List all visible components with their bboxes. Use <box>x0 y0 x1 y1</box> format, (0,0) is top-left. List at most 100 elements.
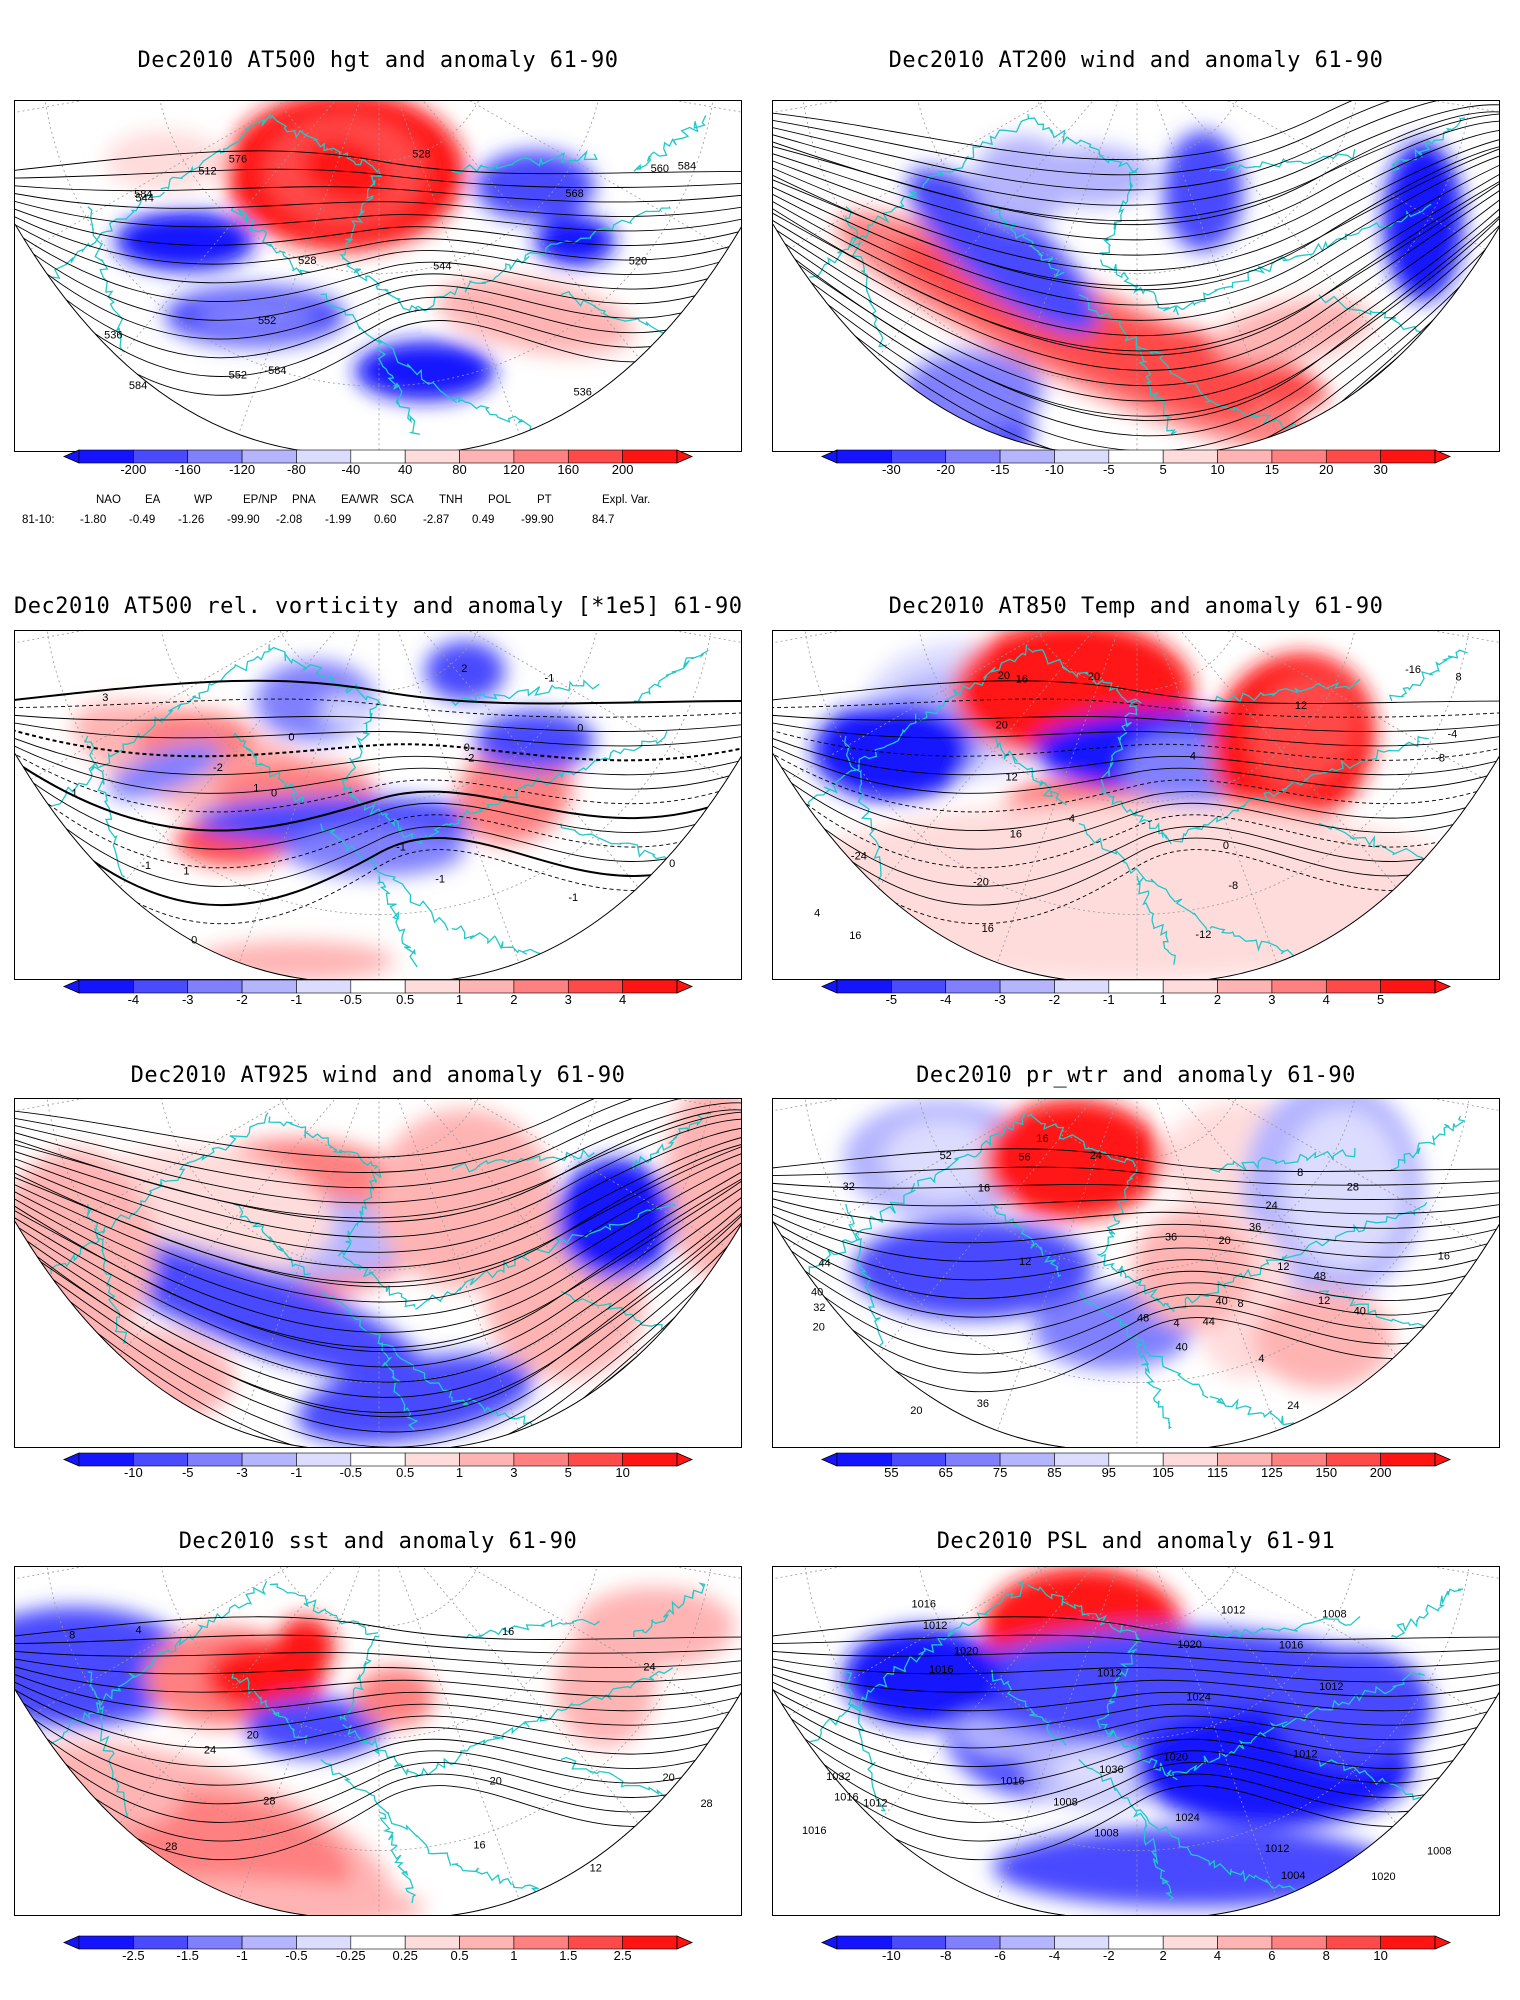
contour-line <box>15 198 741 232</box>
contour-line <box>15 1145 741 1333</box>
contour-label: 536 <box>104 330 122 342</box>
colorbar-tick-label: 115 <box>1207 1465 1228 1480</box>
contour-line <box>773 1690 1499 1768</box>
colorbar-arrow-right <box>1434 449 1452 464</box>
map-canvas <box>15 1099 741 1447</box>
colorbar-tick-label: -0.5 <box>285 1948 308 1963</box>
colorbar-arrow-left <box>62 979 80 994</box>
anomaly-region <box>275 1617 335 1677</box>
colorbar-segment <box>513 1452 569 1467</box>
tele-header: EA <box>145 494 161 506</box>
colorbar-tick-label: 2.5 <box>613 1948 632 1963</box>
colorbar-tick-label: 1 <box>455 1465 464 1480</box>
domain-edge <box>773 1221 1499 1447</box>
coastlines <box>808 1112 1467 1434</box>
contour-label: 4 <box>136 1624 142 1636</box>
contour-line <box>773 101 1499 176</box>
map-canvas: -24-12-20-16-8-4-8-404812161612201620420… <box>773 631 1499 979</box>
contour-label: -16 <box>1405 664 1421 676</box>
contour-line <box>773 166 1499 402</box>
contour-label: 36 <box>1165 1232 1177 1244</box>
colorbar <box>62 1452 694 1467</box>
colorbar-tick-label: 200 <box>611 462 634 477</box>
contour-label: 528 <box>412 148 430 160</box>
contour-line <box>773 1656 1499 1683</box>
contour-labels: -24-12-20-16-8-4-8-404812161612201620420… <box>814 664 1462 942</box>
contour-label: 44 <box>1203 1316 1215 1328</box>
colorbar-tick-label: -3 <box>181 992 194 1007</box>
contour-line <box>773 1229 1499 1318</box>
colorbar-segment <box>1054 979 1110 994</box>
colorbar-tick-label: -15 <box>990 462 1010 477</box>
anomaly-region <box>813 701 973 801</box>
tele-value: 0.60 <box>374 514 397 526</box>
colorbar-segment <box>1217 1935 1273 1950</box>
anomaly-region <box>195 941 395 979</box>
colorbar-tick-label: -1.5 <box>176 1948 199 1963</box>
contour-label: 12 <box>590 1863 602 1875</box>
contour-lines <box>773 1148 1499 1393</box>
contour-line <box>773 137 1499 291</box>
contour-line <box>15 1124 741 1253</box>
contour-line <box>15 1683 741 1749</box>
anomaly-region <box>15 1607 195 1727</box>
anomaly-region <box>555 1159 675 1279</box>
colorbar-tick-label: -5 <box>181 1465 194 1480</box>
colorbar <box>820 979 1452 994</box>
contour-label: 1012 <box>923 1620 947 1632</box>
contour-label: 552 <box>258 315 276 327</box>
colorbar-tick-label: 75 <box>992 1465 1008 1480</box>
tele-value: 84.7 <box>592 514 615 526</box>
colorbar-tick-label: -20 <box>936 462 956 477</box>
contour-label: 4 <box>814 908 820 920</box>
contour-line <box>773 104 1499 206</box>
contour-label: 20 <box>998 670 1010 682</box>
colorbar-segment <box>1108 449 1164 464</box>
contour-line <box>15 1710 741 1823</box>
map-frame: 1012 1020 1012 1016 1008 1004 1012 1024 1032 1036… <box>772 1566 1500 1916</box>
contour-lines <box>15 679 741 925</box>
colorbar-segment <box>945 1935 1001 1950</box>
contour-label: -1 <box>68 788 78 800</box>
tele-value: -0.49 <box>129 514 156 526</box>
colorbar-tick-label: 200 <box>1369 1465 1392 1480</box>
colorbar-tick-label: -40 <box>341 462 361 477</box>
colorbar-tick-label: -5 <box>885 992 898 1007</box>
contour-label: 24 <box>643 1661 655 1673</box>
anomaly-region <box>115 211 255 271</box>
contour-label: 1012 <box>1221 1605 1245 1617</box>
contour-label: -1 <box>141 860 151 872</box>
contour-label: 16 <box>1010 829 1022 841</box>
contour-label: 44 <box>818 1257 830 1269</box>
map-canvas: 24 20 4 8 12 16 16 20 20 24 28 28 28 <box>15 1567 741 1915</box>
contour-line <box>773 741 1499 794</box>
contour-lines <box>773 680 1499 925</box>
colorbar-tick-label: -3 <box>994 992 1006 1007</box>
colorbar-tick-label: -2 <box>236 992 248 1007</box>
contour-line <box>15 781 741 907</box>
colorbar-tick-label: 125 <box>1261 1465 1283 1480</box>
anomaly-region <box>475 711 595 771</box>
contour-label: 24 <box>204 1745 216 1757</box>
contour-label: 1020 <box>1371 1871 1395 1883</box>
colorbar-tick-label: 3 <box>564 992 572 1007</box>
contour-line <box>773 173 1499 421</box>
contour-line <box>15 191 741 217</box>
contour-label: 40 <box>1216 1295 1228 1307</box>
contour-line <box>773 1195 1499 1229</box>
contour-line <box>15 734 741 776</box>
anomaly-region <box>907 168 1099 334</box>
colorbar-tick-label: -1 <box>1103 992 1115 1007</box>
contour-label: 512 <box>198 166 216 178</box>
contour-label: 536 <box>574 386 592 398</box>
tele-header: POL <box>488 494 512 506</box>
contour-line <box>773 1188 1499 1215</box>
colorbar-arrow-right <box>676 1935 694 1950</box>
tele-header: EA/WR <box>341 494 379 506</box>
contour-line <box>15 1099 741 1173</box>
contour-label: 12 <box>1295 700 1307 712</box>
contour-line <box>773 1182 1499 1200</box>
contour-label: 1016 <box>834 1791 858 1803</box>
contour-label: 0 <box>577 722 583 734</box>
contour-label: 56 <box>1018 1152 1030 1164</box>
